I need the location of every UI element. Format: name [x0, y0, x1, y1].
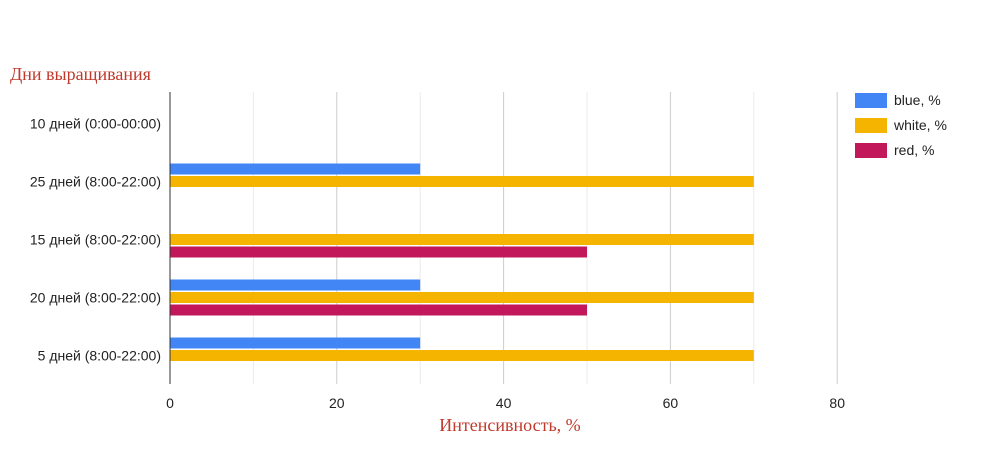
legend-label: red, % — [894, 142, 934, 158]
bar-blue-4 — [170, 337, 421, 349]
category-label: 5 дней (8:00-22:00) — [38, 348, 161, 364]
legend-swatch — [855, 143, 887, 158]
x-tick-label: 40 — [496, 395, 512, 411]
category-label: 15 дней (8:00-22:00) — [30, 232, 161, 248]
tick-labels: 0 20 40 60 80 — [166, 395, 845, 411]
legend-label: white, % — [893, 117, 947, 133]
bars — [170, 163, 754, 361]
legend-label: blue, % — [894, 92, 941, 108]
category-label: 20 дней (8:00-22:00) — [30, 290, 161, 306]
legend: blue, % white, % red, % — [855, 92, 947, 158]
bar-red-3 — [170, 304, 587, 316]
x-tick-label: 80 — [829, 395, 845, 411]
legend-swatch — [855, 93, 887, 108]
bar-white-2 — [170, 234, 754, 245]
category-labels: 10 дней (0:00-00:00) 25 дней (8:00-22:00)… — [30, 116, 161, 364]
bar-white-1 — [170, 176, 754, 187]
bar-white-4 — [170, 350, 754, 361]
legend-swatch — [855, 118, 887, 133]
x-axis-title: Интенсивность, % — [439, 415, 580, 435]
bar-blue-3 — [170, 279, 421, 291]
x-tick-label: 0 — [166, 395, 174, 411]
bar-red-2 — [170, 246, 587, 258]
x-tick-label: 20 — [329, 395, 345, 411]
category-label: 25 дней (8:00-22:00) — [30, 174, 161, 190]
category-label: 10 дней (0:00-00:00) — [30, 116, 161, 132]
y-axis-title: Дни выращивания — [10, 64, 151, 84]
bar-white-3 — [170, 292, 754, 303]
bar-blue-1 — [170, 163, 421, 175]
x-tick-label: 60 — [663, 395, 679, 411]
